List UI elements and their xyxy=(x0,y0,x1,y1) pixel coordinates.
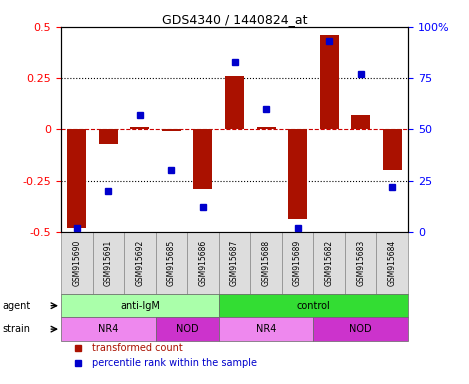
Bar xyxy=(219,232,250,294)
Text: GSM915684: GSM915684 xyxy=(388,240,397,286)
Bar xyxy=(194,129,212,189)
Text: GSM915687: GSM915687 xyxy=(230,240,239,286)
Text: NR4: NR4 xyxy=(98,324,119,334)
Bar xyxy=(257,127,275,129)
Bar xyxy=(383,129,402,170)
Bar xyxy=(320,35,339,129)
Bar xyxy=(61,318,156,341)
Bar xyxy=(351,115,370,129)
Text: strain: strain xyxy=(2,324,30,334)
Text: GSM915690: GSM915690 xyxy=(72,240,81,286)
Text: GSM915682: GSM915682 xyxy=(325,240,333,286)
Text: GSM915686: GSM915686 xyxy=(198,240,207,286)
Text: transformed count: transformed count xyxy=(92,343,183,353)
Bar xyxy=(61,232,92,294)
Bar xyxy=(187,232,219,294)
Text: NOD: NOD xyxy=(176,324,198,334)
Text: GSM915683: GSM915683 xyxy=(356,240,365,286)
Bar xyxy=(156,232,187,294)
Bar xyxy=(219,294,408,318)
Bar xyxy=(313,318,408,341)
Bar xyxy=(282,232,313,294)
Text: GSM915691: GSM915691 xyxy=(104,240,113,286)
Text: GSM915689: GSM915689 xyxy=(293,240,302,286)
Bar xyxy=(130,127,149,129)
Text: control: control xyxy=(296,301,330,311)
Bar xyxy=(313,232,345,294)
Text: anti-IgM: anti-IgM xyxy=(120,301,160,311)
Text: NR4: NR4 xyxy=(256,324,276,334)
Bar xyxy=(156,318,219,341)
Bar xyxy=(345,232,377,294)
Title: GDS4340 / 1440824_at: GDS4340 / 1440824_at xyxy=(162,13,307,26)
Bar xyxy=(219,318,313,341)
Bar xyxy=(377,232,408,294)
Bar xyxy=(288,129,307,220)
Text: GSM915685: GSM915685 xyxy=(167,240,176,286)
Bar xyxy=(162,129,181,131)
Bar xyxy=(67,129,86,228)
Text: percentile rank within the sample: percentile rank within the sample xyxy=(92,358,257,368)
Bar xyxy=(250,232,282,294)
Bar xyxy=(92,232,124,294)
Text: NOD: NOD xyxy=(349,324,372,334)
Bar xyxy=(99,129,118,144)
Text: GSM915688: GSM915688 xyxy=(262,240,271,286)
Bar xyxy=(124,232,156,294)
Text: GSM915692: GSM915692 xyxy=(136,240,144,286)
Text: agent: agent xyxy=(2,301,30,311)
Bar xyxy=(225,76,244,129)
Bar xyxy=(61,294,219,318)
